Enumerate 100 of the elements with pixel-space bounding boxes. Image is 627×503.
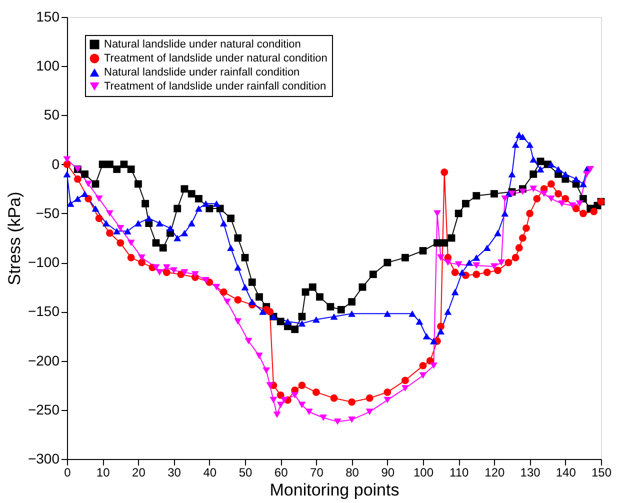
y-tick-label: 100 xyxy=(36,58,60,74)
point xyxy=(106,229,114,237)
point xyxy=(312,388,320,396)
x-axis-title: Monitoring points xyxy=(270,480,400,500)
point xyxy=(530,156,538,163)
point xyxy=(536,166,544,172)
y-tick-label: 50 xyxy=(44,106,60,123)
point xyxy=(437,254,445,261)
x-tick-label: 60 xyxy=(274,466,288,480)
y-tick-label: −150 xyxy=(28,303,60,320)
point xyxy=(430,362,438,369)
point xyxy=(568,202,576,209)
point xyxy=(266,308,274,316)
point xyxy=(419,362,427,370)
point xyxy=(81,190,89,198)
point xyxy=(440,168,448,176)
x-tick-label: 140 xyxy=(556,466,576,480)
point xyxy=(366,408,374,416)
point xyxy=(298,382,306,390)
point xyxy=(227,244,234,252)
x-tick-label: 40 xyxy=(203,466,217,480)
point xyxy=(63,156,71,163)
point xyxy=(437,328,445,335)
point xyxy=(244,338,252,344)
point xyxy=(547,161,555,168)
point xyxy=(472,270,480,278)
point xyxy=(518,134,526,140)
point xyxy=(180,230,188,236)
point xyxy=(498,259,506,266)
x-tick-label: 120 xyxy=(484,466,506,480)
y-tick-label: −200 xyxy=(28,352,60,368)
point xyxy=(145,215,153,222)
point xyxy=(562,170,570,178)
point xyxy=(416,318,424,325)
point xyxy=(134,220,142,226)
point xyxy=(66,200,74,207)
point xyxy=(284,318,292,325)
point xyxy=(579,180,587,188)
point xyxy=(220,220,228,226)
point xyxy=(156,269,164,276)
point xyxy=(554,166,562,172)
point xyxy=(330,313,338,320)
point xyxy=(234,264,242,271)
x-tick-label: 130 xyxy=(520,466,541,480)
point xyxy=(430,338,438,344)
point xyxy=(212,284,220,290)
y-tick-label: −300 xyxy=(28,450,60,466)
point xyxy=(540,190,548,198)
point xyxy=(320,414,328,421)
point xyxy=(451,288,459,296)
point xyxy=(334,418,342,425)
point xyxy=(202,200,210,207)
point xyxy=(234,318,242,325)
point xyxy=(63,160,71,168)
point xyxy=(116,239,124,247)
point xyxy=(472,262,480,269)
point xyxy=(419,372,427,379)
point xyxy=(262,367,270,374)
x-tick-label: 50 xyxy=(238,466,252,480)
y-axis-title: Stress (kPa) xyxy=(4,192,24,286)
y-tick-label: 150 xyxy=(36,8,60,24)
x-tick-label: 30 xyxy=(168,466,182,480)
point xyxy=(348,398,356,406)
point xyxy=(266,382,274,389)
point xyxy=(526,210,534,218)
point xyxy=(113,228,121,234)
point xyxy=(305,408,313,416)
point xyxy=(518,234,526,242)
point xyxy=(92,205,100,212)
point xyxy=(348,310,356,317)
point xyxy=(276,391,284,399)
point xyxy=(515,244,523,252)
point xyxy=(124,228,132,234)
point xyxy=(162,264,170,271)
point xyxy=(501,196,509,202)
point xyxy=(586,166,594,172)
point xyxy=(530,186,538,192)
legend-label: Natural landslide under rainfall condition xyxy=(104,66,300,78)
legend-label: Treatment of landslide under natural condition xyxy=(104,52,328,64)
point xyxy=(444,259,452,266)
point xyxy=(212,200,220,207)
point xyxy=(444,308,452,315)
point xyxy=(95,214,103,222)
x-tick-label: 20 xyxy=(132,466,146,480)
point xyxy=(426,357,434,364)
point xyxy=(152,264,160,271)
point xyxy=(422,333,430,340)
point xyxy=(74,175,82,183)
point xyxy=(95,196,103,202)
x-tick-label: 0 xyxy=(64,466,72,480)
point xyxy=(522,224,530,232)
x-tick-label: 80 xyxy=(346,466,360,480)
point xyxy=(74,196,82,202)
x-tick-label: 90 xyxy=(381,466,395,480)
point xyxy=(312,316,320,323)
point xyxy=(84,195,92,202)
point xyxy=(63,170,71,178)
y-tick-label: −250 xyxy=(28,401,60,418)
point xyxy=(483,268,491,276)
point xyxy=(547,180,555,188)
